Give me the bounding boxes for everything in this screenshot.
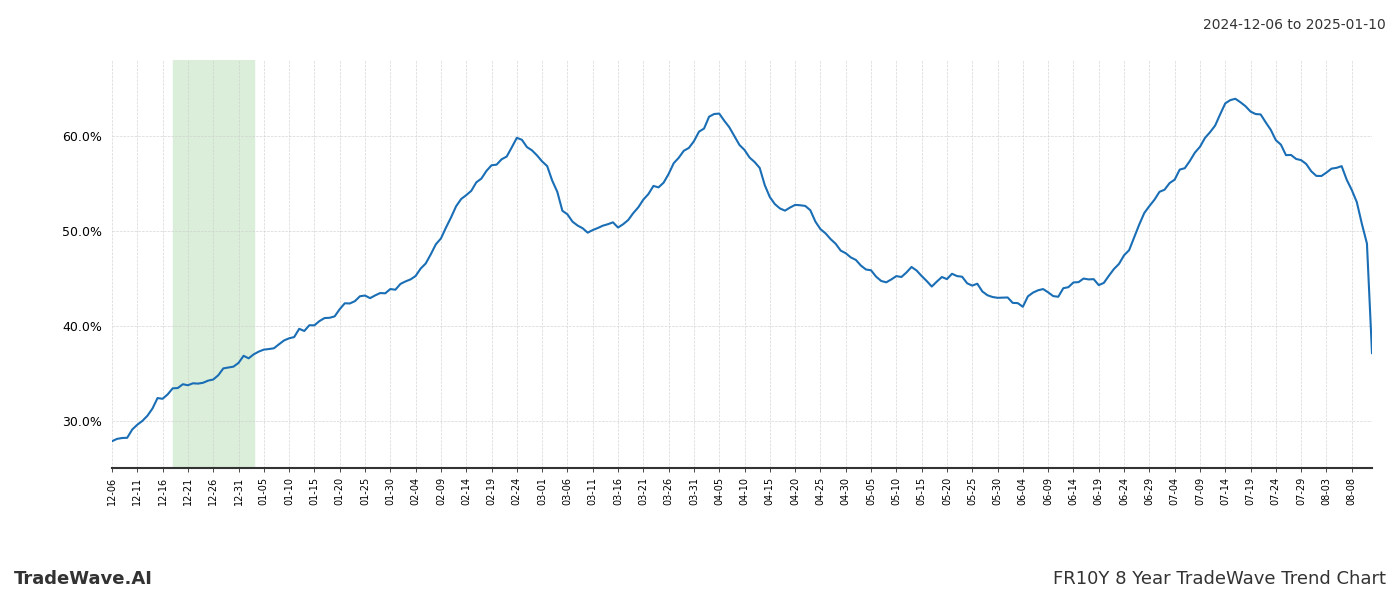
Text: TradeWave.AI: TradeWave.AI xyxy=(14,570,153,588)
Text: 2024-12-06 to 2025-01-10: 2024-12-06 to 2025-01-10 xyxy=(1203,18,1386,32)
Text: FR10Y 8 Year TradeWave Trend Chart: FR10Y 8 Year TradeWave Trend Chart xyxy=(1053,570,1386,588)
Bar xyxy=(172,60,253,468)
